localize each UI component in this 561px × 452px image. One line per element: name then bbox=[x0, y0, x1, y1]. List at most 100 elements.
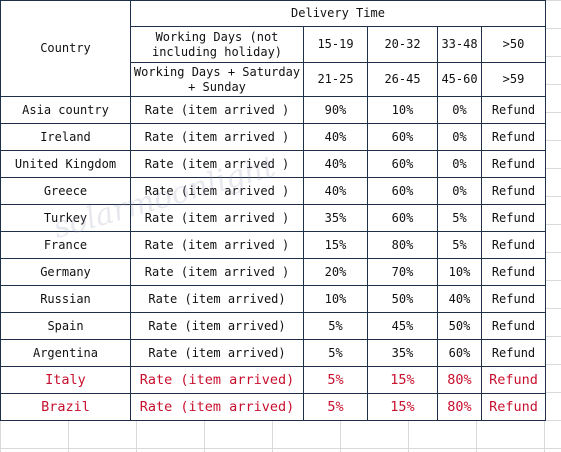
percent-cell: 10% bbox=[367, 96, 438, 124]
range-cell: >50 bbox=[481, 26, 546, 63]
percent-cell: 5% bbox=[303, 393, 368, 421]
percent-cell: 60% bbox=[367, 123, 438, 151]
table-row: Asia country Rate (item arrived ) 90% 10% 0%… bbox=[0, 96, 546, 124]
rate-cell: Rate (item arrived) bbox=[130, 339, 304, 367]
percent-cell: 40% bbox=[437, 285, 482, 313]
delivery-time-title: Delivery Time bbox=[130, 0, 546, 27]
refund-cell: Refund bbox=[481, 285, 546, 313]
country-cell: Brazil bbox=[0, 393, 131, 421]
percent-cell: 15% bbox=[367, 393, 438, 421]
country-cell: Argentina bbox=[0, 339, 131, 367]
rate-cell: Rate (item arrived) bbox=[130, 285, 304, 313]
refund-cell: Refund bbox=[481, 123, 546, 151]
percent-cell: 10% bbox=[303, 285, 368, 313]
refund-cell: Refund bbox=[481, 393, 546, 421]
country-cell: France bbox=[0, 231, 131, 259]
country-cell: United Kingdom bbox=[0, 150, 131, 178]
table-row: Turkey Rate (item arrived ) 35% 60% 5% Refund bbox=[0, 204, 546, 232]
percent-cell: 20% bbox=[303, 258, 368, 286]
table-row: Brazil Rate (item arrived) 5% 15% 80% Refund bbox=[0, 393, 546, 421]
percent-cell: 80% bbox=[367, 231, 438, 259]
refund-cell: Refund bbox=[481, 231, 546, 259]
percent-cell: 35% bbox=[367, 339, 438, 367]
delivery-time-table: Country Delivery Time Working Days (not … bbox=[0, 0, 546, 421]
range-cell: 45-60 bbox=[437, 62, 482, 97]
refund-cell: Refund bbox=[481, 150, 546, 178]
refund-cell: Refund bbox=[481, 258, 546, 286]
range-cell: 33-48 bbox=[437, 26, 482, 63]
rate-cell: Rate (item arrived ) bbox=[130, 258, 304, 286]
country-cell: Spain bbox=[0, 312, 131, 340]
percent-cell: 50% bbox=[367, 285, 438, 313]
country-cell: Greece bbox=[0, 177, 131, 205]
percent-cell: 10% bbox=[437, 258, 482, 286]
table-row: United Kingdom Rate (item arrived ) 40% 60%… bbox=[0, 150, 546, 178]
country-cell: Russian bbox=[0, 285, 131, 313]
country-cell: Germany bbox=[0, 258, 131, 286]
percent-cell: 60% bbox=[367, 150, 438, 178]
table-row: Russian Rate (item arrived) 10% 50% 40% Refun… bbox=[0, 285, 546, 313]
range-cell: 20-32 bbox=[367, 26, 438, 63]
percent-cell: 5% bbox=[437, 204, 482, 232]
percent-cell: 60% bbox=[367, 177, 438, 205]
percent-cell: 15% bbox=[303, 231, 368, 259]
percent-cell: 0% bbox=[437, 150, 482, 178]
rate-cell: Rate (item arrived) bbox=[130, 393, 304, 421]
table-row: France Rate (item arrived ) 15% 80% 5% Refund bbox=[0, 231, 546, 259]
percent-cell: 0% bbox=[437, 123, 482, 151]
header-row-weekend-days: Working Days + Saturday + Sunday 21-25 2… bbox=[1, 62, 546, 97]
range-cell: 15-19 bbox=[303, 26, 368, 63]
refund-cell: Refund bbox=[481, 177, 546, 205]
percent-cell: 40% bbox=[303, 177, 368, 205]
percent-cell: 35% bbox=[303, 204, 368, 232]
rate-cell: Rate (item arrived) bbox=[130, 312, 304, 340]
weekend-days-label: Working Days + Saturday + Sunday bbox=[130, 62, 304, 97]
refund-cell: Refund bbox=[481, 339, 546, 367]
country-cell: Turkey bbox=[0, 204, 131, 232]
rate-cell: Rate (item arrived ) bbox=[130, 204, 304, 232]
percent-cell: 80% bbox=[437, 393, 482, 421]
table-row: Ireland Rate (item arrived ) 40% 60% 0% Refun… bbox=[0, 123, 546, 151]
percent-cell: 60% bbox=[367, 204, 438, 232]
percent-cell: 0% bbox=[437, 177, 482, 205]
table-row: Italy Rate (item arrived) 5% 15% 80% Refund bbox=[0, 366, 546, 394]
table-row: Greece Rate (item arrived ) 40% 60% 0% Refund bbox=[0, 177, 546, 205]
percent-cell: 5% bbox=[303, 312, 368, 340]
table-row: Spain Rate (item arrived) 5% 45% 50% Refund bbox=[0, 312, 546, 340]
percent-cell: 15% bbox=[367, 366, 438, 394]
percent-cell: 40% bbox=[303, 123, 368, 151]
rate-cell: Rate (item arrived) bbox=[130, 366, 304, 394]
rate-cell: Rate (item arrived ) bbox=[130, 123, 304, 151]
refund-cell: Refund bbox=[481, 204, 546, 232]
table-row: Germany Rate (item arrived ) 20% 70% 10% Refu… bbox=[0, 258, 546, 286]
country-cell: Asia country bbox=[0, 96, 131, 124]
refund-cell: Refund bbox=[481, 96, 546, 124]
percent-cell: 5% bbox=[303, 339, 368, 367]
rate-cell: Rate (item arrived ) bbox=[130, 150, 304, 178]
range-cell: 26-45 bbox=[367, 62, 438, 97]
range-cell: 21-25 bbox=[303, 62, 368, 97]
header-row-title: Country Delivery Time bbox=[0, 0, 546, 97]
rate-cell: Rate (item arrived ) bbox=[130, 177, 304, 205]
rate-cell: Rate (item arrived ) bbox=[130, 96, 304, 124]
rate-cell: Rate (item arrived ) bbox=[130, 231, 304, 259]
country-cell: Ireland bbox=[0, 123, 131, 151]
header-row-working-days: Working Days (not including holiday) 15-… bbox=[1, 26, 546, 63]
percent-cell: 5% bbox=[303, 366, 368, 394]
refund-cell: Refund bbox=[481, 312, 546, 340]
range-cell: >59 bbox=[481, 62, 546, 97]
percent-cell: 70% bbox=[367, 258, 438, 286]
country-cell: Italy bbox=[0, 366, 131, 394]
percent-cell: 50% bbox=[437, 312, 482, 340]
refund-cell: Refund bbox=[481, 366, 546, 394]
country-header: Country bbox=[0, 0, 131, 97]
percent-cell: 90% bbox=[303, 96, 368, 124]
working-days-label: Working Days (not including holiday) bbox=[130, 26, 304, 63]
percent-cell: 40% bbox=[303, 150, 368, 178]
percent-cell: 60% bbox=[437, 339, 482, 367]
percent-cell: 80% bbox=[437, 366, 482, 394]
percent-cell: 5% bbox=[437, 231, 482, 259]
table-row: Argentina Rate (item arrived) 5% 35% 60% Refu… bbox=[0, 339, 546, 367]
percent-cell: 45% bbox=[367, 312, 438, 340]
